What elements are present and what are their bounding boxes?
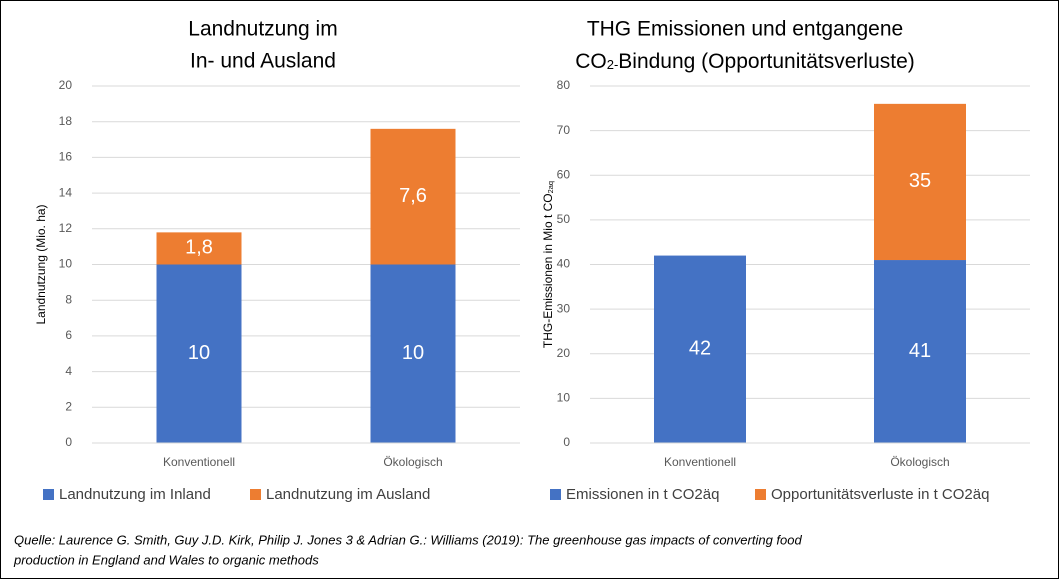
bar (654, 255, 746, 443)
y-tick-label: 60 (557, 167, 571, 181)
y-tick-label: 20 (557, 346, 571, 360)
y-tick-label: 0 (65, 435, 72, 449)
legend-swatch (43, 489, 54, 500)
bar (370, 264, 456, 443)
y-tick-label: 12 (59, 221, 73, 235)
bar (874, 103, 966, 261)
data-label: 35 (909, 170, 931, 192)
y-tick-label: 20 (59, 78, 73, 92)
subscript: 2- (607, 57, 619, 72)
y-tick-label: 2 (65, 399, 72, 413)
y-tick-label: 8 (65, 292, 72, 306)
source-note: Quelle: Laurence G. Smith, Guy J.D. Kirk… (14, 532, 802, 547)
chart-title: CO2-Bindung (Opportunitätsverluste) (575, 50, 915, 73)
y-tick-label: 14 (59, 185, 73, 199)
x-tick-label: Konventionell (163, 455, 235, 469)
x-tick-label: Konventionell (664, 455, 736, 469)
data-label: 7,6 (399, 185, 427, 207)
chart-title: In- und Ausland (190, 50, 336, 73)
y-tick-label: 18 (59, 114, 73, 128)
legend-swatch (550, 489, 561, 500)
text-part: THG-Emissionen in Mio t CO (541, 193, 555, 348)
bar (370, 128, 456, 265)
y-tick-label: 50 (557, 212, 571, 226)
chart-title: THG Emissionen und entgangene (587, 18, 903, 41)
legend-label: Opportunitätsverluste in t CO2äq (771, 486, 989, 503)
legend-label: Landnutzung im Ausland (266, 486, 430, 503)
y-axis-label: THG-Emissionen in Mio t CO2aq (541, 181, 555, 348)
legend-label: Emissionen in t CO2äq (566, 486, 719, 503)
subscript: 2aq (546, 181, 555, 193)
y-tick-label: 10 (59, 257, 73, 271)
data-label: 10 (402, 342, 424, 364)
bar (874, 260, 966, 443)
legend-swatch (755, 489, 766, 500)
y-tick-label: 40 (557, 257, 571, 271)
data-label: 42 (689, 338, 711, 360)
y-tick-label: 16 (59, 150, 73, 164)
x-tick-label: Ökologisch (383, 455, 442, 469)
text-part: CO (575, 50, 607, 73)
bar (156, 264, 242, 443)
bar (156, 232, 242, 265)
y-tick-label: 30 (557, 301, 571, 315)
text-part: Bindung (Opportunitätsverluste) (618, 50, 915, 73)
data-label: 10 (188, 342, 210, 364)
y-tick-label: 10 (557, 391, 571, 405)
y-tick-label: 4 (65, 364, 72, 378)
y-tick-label: 70 (557, 123, 571, 137)
data-label: 1,8 (185, 237, 213, 259)
chart-title: Landnutzung im (188, 18, 337, 41)
legend-label: Landnutzung im Inland (59, 486, 211, 503)
source-note: production in England and Wales to organ… (13, 552, 319, 567)
y-axis-label: Landnutzung (Mio. ha) (34, 204, 48, 324)
data-label: 41 (909, 340, 931, 362)
text-part: Landnutzung (Mio. ha) (34, 204, 48, 324)
y-tick-label: 80 (557, 78, 571, 92)
x-tick-label: Ökologisch (890, 455, 949, 469)
legend-swatch (250, 489, 261, 500)
y-tick-label: 0 (563, 435, 570, 449)
y-tick-label: 6 (65, 328, 72, 342)
